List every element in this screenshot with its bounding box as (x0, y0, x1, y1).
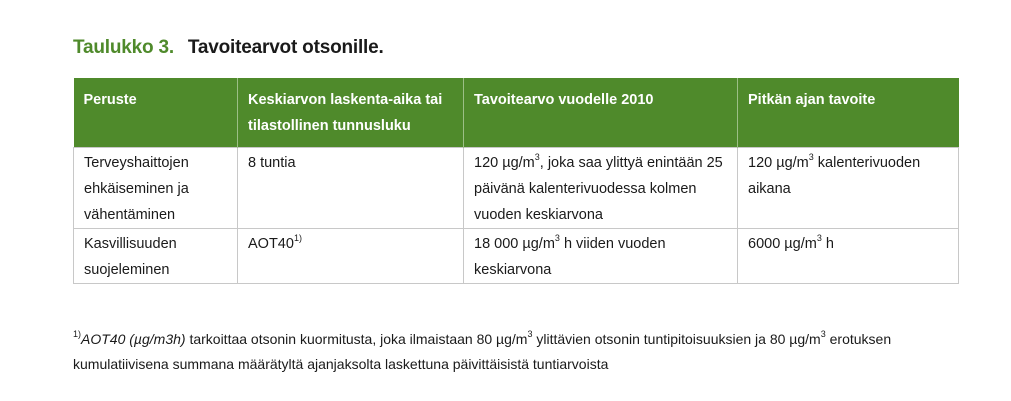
laskenta-text: AOT40 (248, 236, 294, 252)
cell-tavoite-2010: 120 µg/m3, joka saa ylittyä enintään 25 … (463, 147, 738, 229)
footnote-sup-a: 3 (527, 329, 533, 340)
header-tavoite-2010: Tavoitearvo vuodelle 2010 (463, 78, 738, 148)
footnote-mark: 1) (73, 329, 82, 340)
tavoite-2010-sup: 3 (554, 233, 560, 244)
footnote-sup-b: 3 (820, 329, 826, 340)
cell-laskenta: AOT401) (237, 228, 464, 284)
footnote-text-a: tarkoittaa otsonin kuormitusta, joka ilm… (185, 331, 528, 347)
header-laskenta: Keskiarvon laskenta-aika tai tilastollin… (237, 78, 464, 148)
pitka-pre: 120 µg/m (748, 155, 809, 171)
cell-peruste: Kasvillisuuden suojeleminen (73, 228, 238, 284)
tavoite-2010-sup: 3 (534, 152, 540, 163)
pitka-post: h (821, 236, 834, 252)
cell-laskenta: 8 tuntia (237, 147, 464, 229)
laskenta-text: 8 tuntia (248, 155, 296, 171)
cell-tavoite-2010: 18 000 µg/m3 h viiden vuoden keskiarvona (463, 228, 738, 284)
laskenta-sup: 1) (293, 233, 302, 244)
cell-pitkan-ajan-tavoite: 6000 µg/m3 h (737, 228, 959, 284)
footnote-text-c: erotuksen kumulatiivisena summana määrät… (73, 331, 892, 372)
footnote-text-b: ylittävien otsonin tuntipitoisuuksien ja… (532, 331, 821, 347)
tavoite-2010-pre: 18 000 µg/m (474, 236, 555, 252)
table-title: Tavoitearvot otsonille. (187, 37, 384, 58)
pitka-pre: 6000 µg/m (748, 236, 817, 252)
footnote-term: AOT40 (µg/m3h) (81, 331, 186, 347)
header-pitkan-ajan-tavoite: Pitkän ajan tavoite (737, 78, 959, 148)
ozone-target-table: Peruste Keskiarvon laskenta-aika tai til… (73, 78, 959, 284)
tavoite-2010-post: , joka saa ylittyä enintään 25 päivänä k… (474, 155, 723, 223)
tavoite-2010-pre: 120 µg/m (474, 155, 535, 171)
cell-pitkan-ajan-tavoite: 120 µg/m3 kalenterivuoden aikana (737, 147, 959, 229)
table-row: Terveyshaittojen ehkäiseminen ja vähentä… (73, 147, 959, 229)
table-row: Kasvillisuuden suojeleminen AOT401) 18 0… (73, 228, 959, 284)
table-caption: Taulukko 3. Tavoitearvot otsonille. (73, 37, 384, 59)
pitka-sup: 3 (816, 233, 822, 244)
cell-peruste: Terveyshaittojen ehkäiseminen ja vähentä… (73, 147, 238, 229)
table-header-row: Peruste Keskiarvon laskenta-aika tai til… (73, 78, 959, 148)
tavoite-2010-post: h viiden vuoden keskiarvona (474, 236, 666, 278)
footnote: 1)AOT40 (µg/m3h) tarkoittaa otsonin kuor… (73, 327, 953, 377)
header-peruste: Peruste (73, 78, 238, 148)
table-number: Taulukko 3. (73, 37, 174, 58)
pitka-post: kalenterivuoden aikana (748, 155, 921, 197)
pitka-sup: 3 (808, 152, 814, 163)
